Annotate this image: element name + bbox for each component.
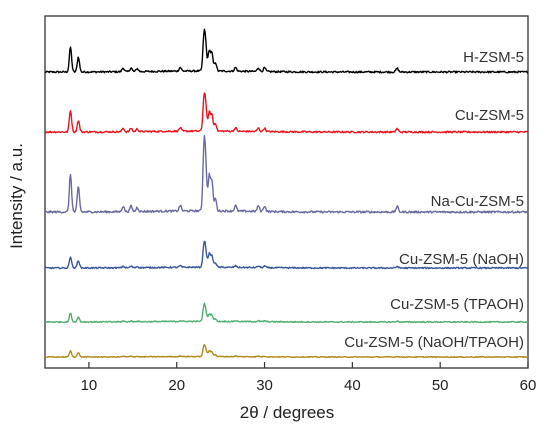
series-line-h-zsm-5 [44, 28, 529, 74]
series-label-layer: H-ZSM-5 Cu-ZSM-5 Na-Cu-ZSM-5 Cu-ZSM-5 (NaOH… [344, 49, 524, 351]
x-tick-label: 10 [81, 377, 98, 394]
series-label: Na-Cu-ZSM-5 [431, 193, 524, 210]
y-axis-label: Intensity / a.u. [7, 143, 26, 249]
series-label: H-ZSM-5 [463, 49, 524, 66]
series-line-cu-zsm-5 [44, 92, 529, 134]
x-tick-label: 20 [168, 377, 185, 394]
series-line-na-cu-zsm-5 [44, 134, 529, 214]
series-label: Cu-ZSM-5 (NaOH/TPAOH) [344, 334, 524, 351]
series-line-cu-zsm-5-naoh [44, 240, 529, 270]
series-layer [44, 28, 529, 359]
series-line-cu-zsm-5-naoh-tpaoh [44, 344, 529, 359]
series-label: Cu-ZSM-5 (NaOH) [399, 251, 524, 268]
series-label: Cu-ZSM-5 (TPAOH) [390, 296, 524, 313]
x-tick-label: 50 [432, 377, 449, 394]
x-axis-ticks: 10 20 30 40 50 60 [81, 362, 537, 394]
x-axis-label: 2θ / degrees [240, 403, 335, 422]
series-label: Cu-ZSM-5 [455, 107, 524, 124]
x-tick-label: 30 [256, 377, 273, 394]
x-tick-label: 60 [520, 377, 537, 394]
series-line-cu-zsm-5-tpaoh [44, 302, 529, 324]
x-tick-label: 40 [344, 377, 361, 394]
plot-frame [44, 15, 529, 369]
